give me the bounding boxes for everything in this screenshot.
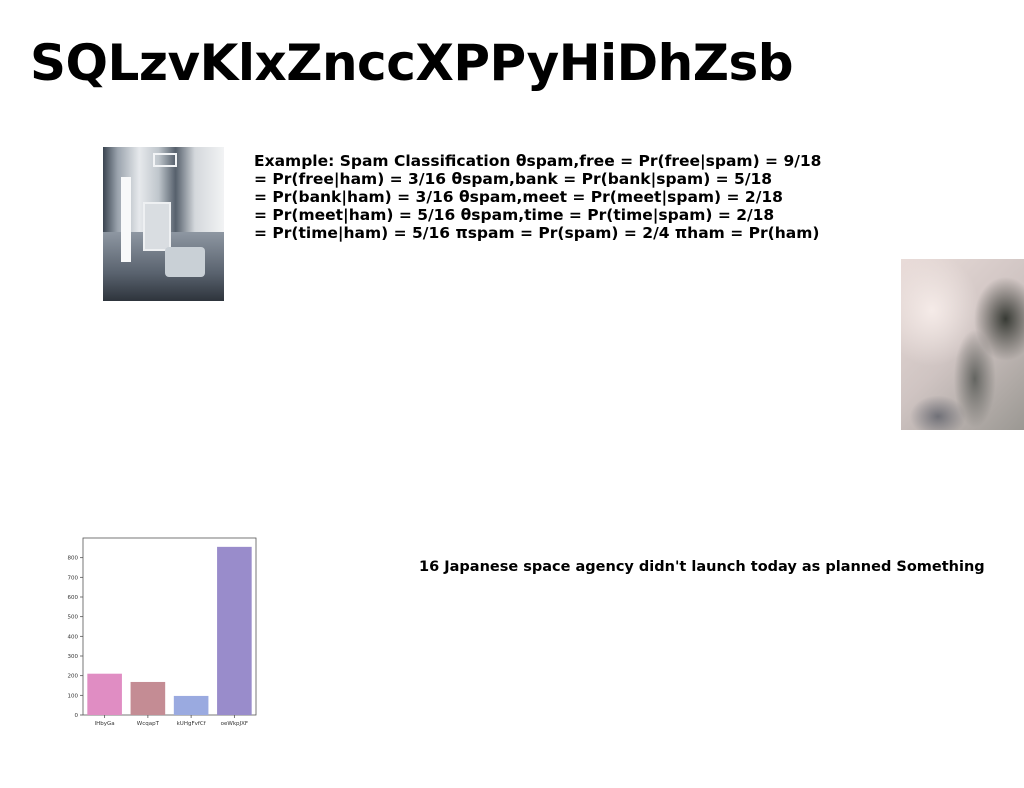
room-shelf — [143, 202, 171, 251]
page-title: SQLzvKlxZnccXPPyHiDhZsb — [30, 34, 794, 92]
bar — [217, 546, 252, 715]
plot-frame — [82, 537, 257, 716]
bar-chart: 0 100 200 300 400 500 600 700 800 lHbyGa WcqapT kUH… — [60, 530, 265, 730]
y-tick-label: 100 — [68, 693, 79, 699]
bar — [130, 681, 166, 715]
text-line: = Pr(free|ham) = 3/16 θspam,bank = Pr(ba… — [254, 170, 773, 188]
y-tick-label: 500 — [68, 615, 79, 621]
room-sofa — [165, 247, 205, 277]
x-tick-label: WcqapT — [137, 721, 160, 727]
text-line: Example: Spam Classification θspam,free … — [254, 152, 822, 170]
room-ceiling-lamp — [153, 153, 177, 167]
text-line: = Pr(meet|ham) = 5/16 θspam,time = Pr(ti… — [254, 206, 775, 224]
y-tick-label: 300 — [68, 654, 79, 660]
bar — [173, 695, 209, 715]
bar — [87, 673, 122, 715]
bar-chart-svg: 0 100 200 300 400 500 600 700 800 lHbyGa WcqapT kUH… — [68, 537, 257, 727]
y-tick-label: 600 — [68, 595, 79, 601]
spam-classification-text: Example: Spam Classification θspam,free … — [254, 152, 874, 242]
y-tick-label: 700 — [68, 575, 79, 581]
room-window — [121, 177, 131, 262]
y-tick-label: 0 — [75, 713, 79, 719]
text-line: = Pr(bank|ham) = 3/16 θspam,meet = Pr(me… — [254, 188, 783, 206]
x-tick-label: kUHgFvfCf — [177, 721, 207, 727]
y-tick-label: 800 — [68, 556, 79, 562]
x-tick-label: oeWkpJXF — [221, 721, 248, 727]
x-tick-label: lHbyGa — [95, 721, 115, 727]
smoke-photo — [901, 259, 1024, 430]
caption-text: 16 Japanese space agency didn't launch t… — [419, 559, 985, 575]
interior-room-photo — [103, 147, 224, 301]
y-tick-label: 200 — [68, 674, 79, 680]
y-tick-label: 400 — [68, 634, 79, 640]
text-line: = Pr(time|ham) = 5/16 πspam = Pr(spam) =… — [254, 224, 820, 242]
